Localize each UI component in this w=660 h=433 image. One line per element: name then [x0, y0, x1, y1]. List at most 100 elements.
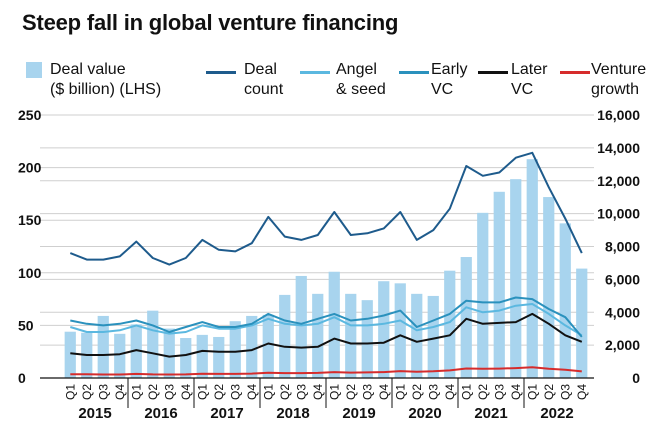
right-axis-tick-label: 6,000	[605, 271, 640, 287]
x-tick-label-year: 2022	[540, 405, 573, 422]
legend-swatch-early-vc	[399, 71, 429, 74]
x-tick-label-quarter: Q3	[162, 384, 176, 400]
right-axis-tick-label: 8,000	[605, 239, 640, 255]
right-axis-tick-label: 4,000	[605, 304, 640, 320]
x-tick-label-quarter: Q4	[377, 384, 391, 400]
bar	[213, 336, 225, 378]
legend-swatch-venture-growth	[560, 71, 590, 74]
x-tick-label-quarter: Q4	[179, 384, 193, 400]
legend-label-line1: Venture	[591, 61, 647, 78]
bar	[411, 293, 423, 378]
legend-label-line2: & seed	[336, 81, 386, 98]
x-tick-label-year: 2021	[474, 405, 507, 422]
bar	[378, 281, 390, 378]
bar	[543, 197, 555, 378]
right-axis-tick-label: 14,000	[597, 140, 640, 156]
legend-label-line1: Early	[431, 61, 468, 78]
series-line-later-vc	[70, 312, 583, 358]
legend-item-deal-value: Deal value ($ billion) (LHS)	[50, 60, 161, 100]
bar	[328, 271, 340, 378]
bar	[97, 315, 109, 378]
bar	[345, 293, 357, 378]
bar	[427, 295, 439, 378]
x-tick-label-quarter: Q4	[575, 384, 589, 400]
bar	[64, 331, 76, 378]
x-tick-label-quarter: Q1	[195, 384, 209, 400]
x-tick-label-quarter: Q3	[426, 384, 440, 400]
x-tick-label-quarter: Q3	[96, 384, 110, 400]
left-axis-tick-label: 250	[18, 107, 42, 123]
legend-item-deal-count: Deal count	[244, 60, 283, 100]
left-axis-tick-label: 100	[18, 265, 42, 281]
x-tick-label-quarter: Q2	[542, 384, 556, 400]
x-tick-label-quarter: Q1	[459, 384, 473, 400]
x-tick-label-quarter: Q4	[311, 384, 325, 400]
x-tick-label-quarter: Q4	[509, 384, 523, 400]
legend-label-line1: Deal	[244, 61, 277, 78]
legend-label-line1: Deal value	[50, 61, 126, 78]
series-line-early-vc	[70, 296, 583, 338]
bar	[229, 321, 241, 378]
x-tick-label-quarter: Q1	[327, 384, 341, 400]
legend-label-line1: Angel	[336, 61, 377, 78]
bar	[295, 275, 307, 378]
bar	[510, 179, 522, 378]
chart-legend: Deal value ($ billion) (LHS) Deal count …	[0, 60, 660, 104]
left-axis-tick-label: 50	[18, 317, 34, 333]
bar	[147, 310, 159, 378]
x-tick-label-year: 2018	[276, 405, 309, 422]
x-tick-label-quarter: Q1	[393, 384, 407, 400]
bar	[180, 338, 192, 378]
x-tick-label-year: 2015	[78, 405, 111, 422]
bar	[163, 328, 175, 378]
x-tick-label-year: 2016	[144, 405, 177, 422]
right-axis-tick-label: 0	[632, 370, 640, 386]
right-axis-tick-label: 16,000	[597, 107, 640, 123]
x-tick-label-year: 2020	[408, 405, 441, 422]
right-axis-tick-label: 2,000	[605, 337, 640, 353]
legend-label-line1: Later	[511, 61, 548, 78]
x-tick-label-quarter: Q2	[146, 384, 160, 400]
bar	[444, 270, 456, 378]
bar	[394, 283, 406, 378]
x-tick-label-quarter: Q1	[129, 384, 143, 400]
bar	[246, 315, 258, 378]
bar	[361, 300, 373, 378]
bar	[559, 223, 571, 378]
bar	[130, 324, 142, 378]
bar	[279, 294, 291, 378]
legend-label-line2: VC	[431, 81, 454, 98]
legend-item-later-vc: Later VC	[511, 60, 547, 100]
x-tick-label-quarter: Q3	[558, 384, 572, 400]
bar	[460, 257, 472, 378]
series-line-deal-count	[69, 151, 583, 266]
legend-label-line2: ($ billion) (LHS)	[50, 81, 162, 98]
x-tick-label-quarter: Q2	[476, 384, 490, 400]
bar	[576, 268, 588, 378]
bar	[526, 159, 538, 378]
left-axis-tick-label: 200	[18, 160, 42, 176]
x-tick-label-quarter: Q1	[525, 384, 539, 400]
legend-swatch-later-vc	[478, 71, 508, 74]
bar	[196, 334, 208, 378]
left-axis-tick-label: 150	[18, 212, 42, 228]
right-axis-tick-label: 10,000	[597, 206, 640, 222]
x-tick-label-quarter: Q2	[344, 384, 358, 400]
x-tick-label-year: 2019	[342, 405, 375, 422]
series-line-venture-growth	[70, 366, 582, 376]
chart-title: Steep fall in global venture financing	[22, 10, 399, 35]
legend-item-angel-seed: Angel & seed	[336, 60, 386, 100]
right-axis-tick-label: 12,000	[597, 173, 640, 189]
bar	[114, 333, 126, 378]
x-tick-label-quarter: Q2	[410, 384, 424, 400]
legend-swatch-deal-value	[26, 62, 42, 78]
x-tick-label-quarter: Q4	[113, 384, 127, 400]
x-tick-label-quarter: Q3	[360, 384, 374, 400]
legend-label-line2: count	[244, 81, 284, 98]
x-tick-label-quarter: Q4	[245, 384, 259, 400]
bar	[493, 191, 505, 378]
x-tick-label-year: 2017	[210, 405, 243, 422]
left-axis-tick-label: 0	[18, 370, 26, 386]
x-tick-label-quarter: Q4	[443, 384, 457, 400]
